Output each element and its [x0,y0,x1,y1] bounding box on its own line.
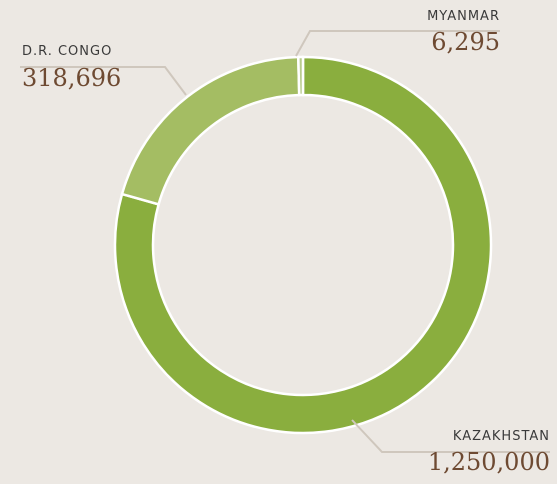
value-label: 318,696 [22,64,121,92]
category-label: MYANMAR [427,9,500,24]
value-label: 6,295 [431,28,500,56]
donut-segment [296,55,305,97]
donut-segment [113,55,493,435]
category-label: D.R. CONGO [22,44,112,59]
leader-line [351,419,550,453]
leader-line [295,30,500,57]
value-label: 1,250,000 [428,448,550,476]
category-label: KAZAKHSTAN [453,429,550,444]
leader-line [20,66,187,96]
